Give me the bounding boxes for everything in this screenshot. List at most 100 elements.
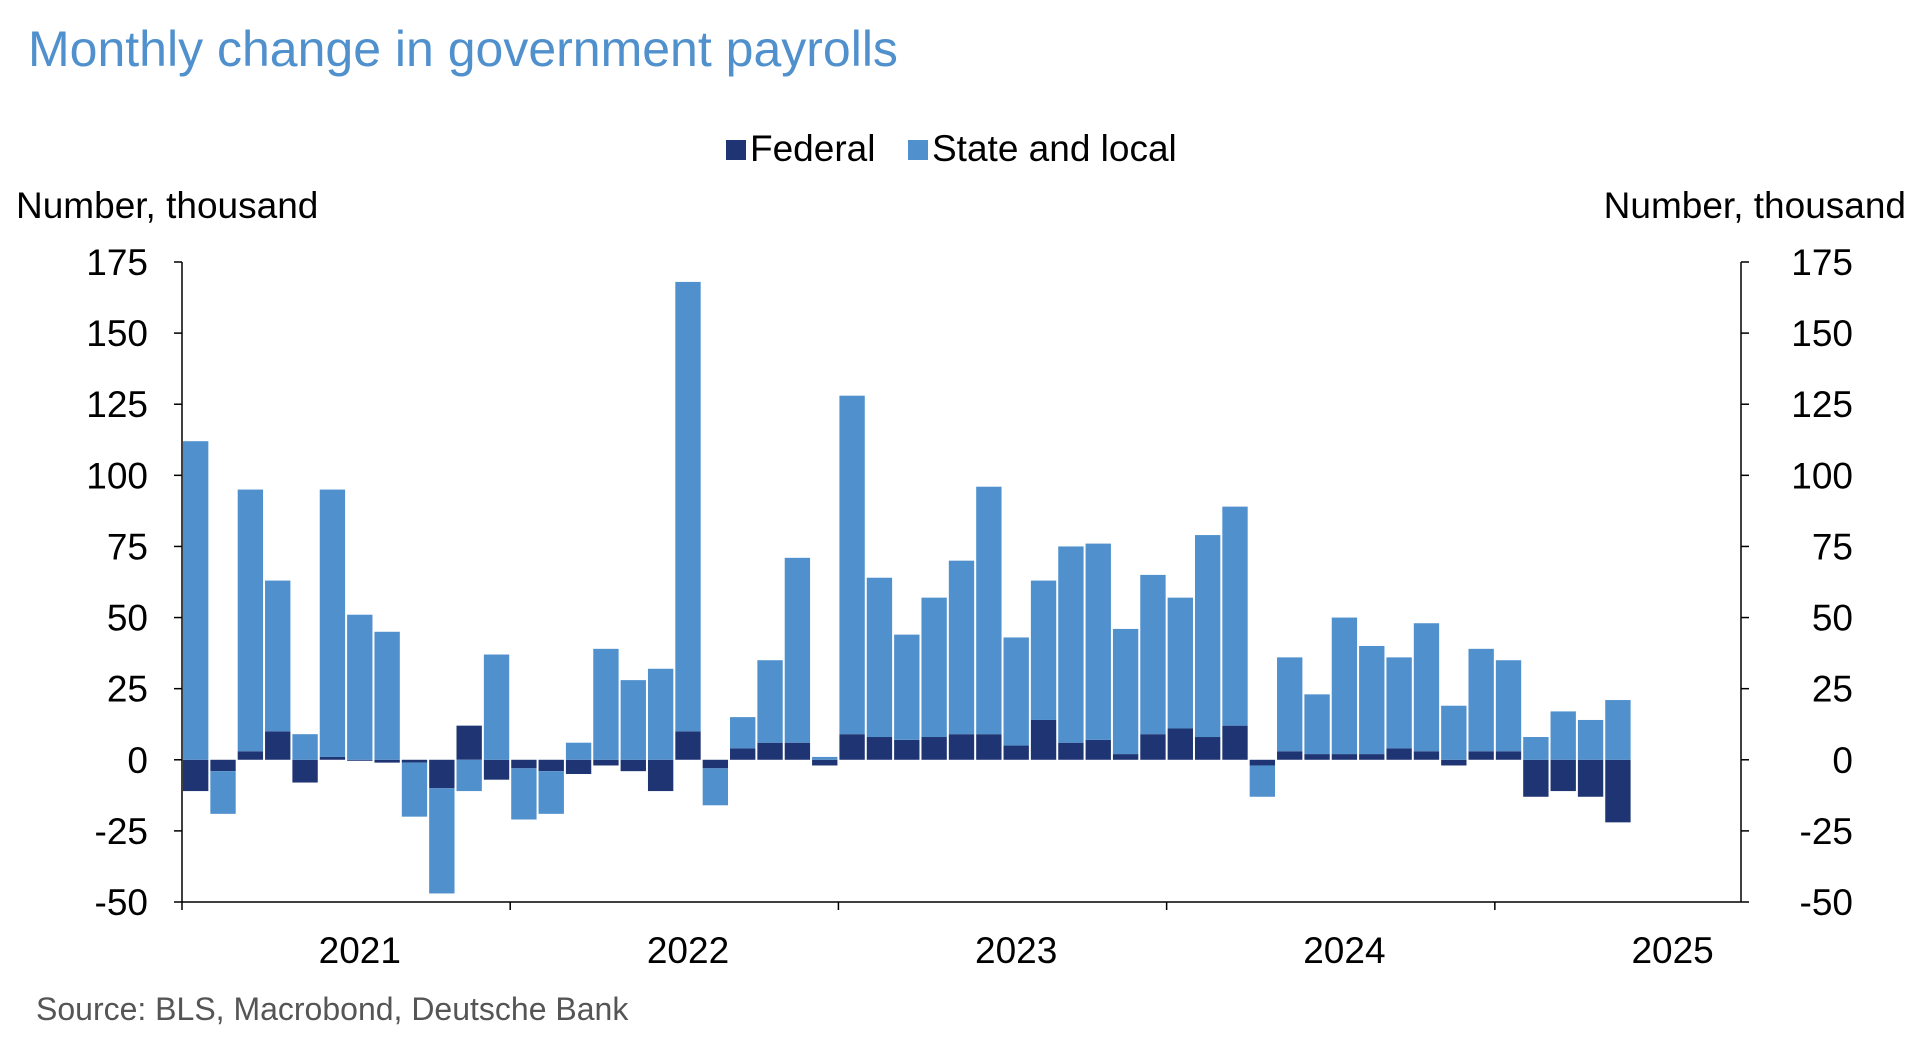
y-axis-label-left: Number, thousand [16,185,318,226]
y-axis-left-ticks: 175 150 125 100 75 50 25 0 -25 -50 [86,242,182,923]
bar-federal [292,759,318,783]
bar-federal [1194,737,1221,760]
chart-title: Monthly change in government payrolls [28,21,898,77]
x-tick-label: 2023 [975,930,1057,971]
bar-federal [784,742,811,760]
bar-federal [757,742,783,760]
bar-federal [1003,745,1029,760]
bar-federal [1577,759,1604,797]
bar-federal [1140,734,1166,760]
y-tick-label-right: 0 [1832,740,1853,781]
bar-federal [1359,754,1385,760]
y-tick-label-right: -25 [1800,811,1853,852]
bar-federal [839,734,865,760]
bar-federal [620,759,646,772]
bar-state-local [1495,660,1522,752]
y-tick-label-left: 125 [86,384,148,425]
bar-state-local [1277,657,1303,752]
bar-federal [265,731,291,760]
bar-state-local [456,759,482,792]
bar-state-local [483,654,510,760]
bar-state-local [1523,737,1549,760]
bar-state-local [1441,705,1467,760]
bar-state-local [866,577,893,738]
bar-federal [1304,754,1330,760]
bar-federal [976,734,1002,760]
y-tick-label-left: 50 [107,598,148,639]
bar-federal [511,759,537,769]
y-tick-label-left: 175 [86,242,148,283]
bar-state-local [374,631,400,760]
legend-label-federal: Federal [750,128,875,169]
bar-state-local [948,560,975,735]
y-tick-label-right: 25 [1812,669,1853,710]
bar-federal [647,759,674,792]
bar-federal [1468,751,1494,760]
x-tick-label: 2021 [319,930,401,971]
bar-federal [319,756,346,760]
bar-federal [1550,759,1576,792]
bar-state-local [593,648,619,760]
axes [181,262,1742,903]
bar-state-local [1386,657,1412,749]
bar-federal [1331,754,1358,760]
bar-state-local [730,717,756,749]
bar-federal [1605,759,1631,823]
y-tick-label-left: -25 [95,811,148,852]
bar-state-local [1413,623,1440,752]
bar-federal [948,734,975,760]
bar-state-local [1058,546,1084,743]
source-note: Source: BLS, Macrobond, Deutsche Bank [36,991,629,1027]
legend-swatch-state-local [908,140,928,160]
bar-state-local [401,762,428,817]
bar-state-local [812,756,838,760]
bar-state-local [1030,580,1057,720]
bar-federal [1277,751,1303,760]
bar-federal [1030,719,1057,760]
bar-state-local [976,486,1002,735]
legend-label-state-local: State and local [932,128,1177,169]
y-tick-label-right: 50 [1812,598,1853,639]
bar-state-local [1167,597,1193,729]
bar-state-local [647,668,674,760]
bar-federal [374,759,400,763]
bar-state-local [839,395,865,735]
bar-state-local [210,771,236,814]
bar-federal [565,759,592,774]
bar-federal [1249,759,1276,766]
bar-federal [1413,751,1440,760]
y-tick-label-left: 0 [127,740,148,781]
bar-state-local [1140,574,1166,735]
y-tick-label-right: 75 [1812,526,1853,567]
bar-state-local [1331,617,1358,755]
bar-federal [347,759,373,761]
bar-state-local [511,768,537,820]
bar-federal [210,759,236,772]
bar-state-local [292,734,318,760]
bar-federal [456,725,482,760]
bar-state-local [429,788,455,894]
bar-federal [1495,751,1522,760]
bar-state-local [1222,506,1248,726]
y-tick-label-right: 100 [1791,455,1853,496]
y-axis-right-ticks: 175 150 125 100 75 50 25 0 -25 -50 [1741,242,1853,923]
y-tick-label-right: -50 [1800,882,1853,923]
bar-state-local [319,489,346,757]
bar-federal [866,737,893,760]
bar-state-local [538,771,564,814]
bar-federal [429,759,455,789]
bar-federal [1441,759,1467,766]
bar-state-local [1085,543,1111,740]
y-tick-label-left: 100 [86,455,148,496]
bar-state-local [237,489,264,752]
x-tick-label: 2022 [647,930,729,971]
bar-federal [675,731,701,760]
bar-federal [1112,754,1139,760]
y-tick-label-right: 175 [1791,242,1853,283]
bar-state-local [702,768,729,806]
bar-state-local [1468,648,1494,752]
bars [183,281,1631,894]
bar-federal [812,759,838,766]
x-axis-ticks: 2021 2022 2023 2024 2025 [181,902,1714,971]
